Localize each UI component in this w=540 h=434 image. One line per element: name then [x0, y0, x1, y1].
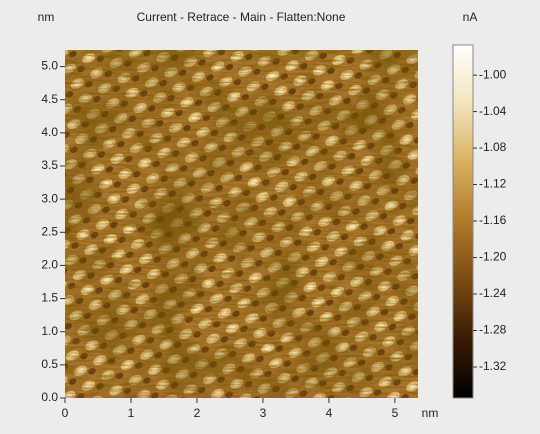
colorbar-tick-label: -1.20	[479, 250, 507, 264]
y-tick-label: 5.0	[41, 59, 58, 73]
x-tick-label: 2	[194, 406, 201, 420]
colorbar-tick-label: -1.08	[479, 140, 507, 154]
colorbar-tick-label: -1.28	[479, 323, 507, 337]
colorbar-tick-label: -1.00	[479, 67, 507, 81]
x-tick-label: 4	[326, 406, 333, 420]
scan-image	[65, 50, 418, 398]
y-tick-label: 4.0	[41, 125, 58, 139]
y-tick-label: 0.0	[41, 390, 58, 404]
colorbar-tick-label: -1.04	[479, 104, 507, 118]
colorbar-tick-label: -1.24	[479, 286, 507, 300]
y-tick-label: 3.0	[41, 191, 58, 205]
x-tick-label: 1	[128, 406, 135, 420]
colorbar-tick-label: -1.32	[479, 359, 507, 373]
y-tick-label: 1.5	[41, 291, 58, 305]
colorbar-tick-label: -1.12	[479, 177, 507, 191]
y-tick-label: 1.0	[41, 324, 58, 338]
x-tick-label: 5	[392, 406, 399, 420]
y-tick-label: 3.5	[41, 158, 58, 172]
x-axis-label: nm	[422, 406, 439, 420]
y-tick-label: 0.5	[41, 357, 58, 371]
x-tick-label: 0	[62, 406, 69, 420]
y-tick-label: 2.5	[41, 224, 58, 238]
y-tick-label: 4.5	[41, 92, 58, 106]
chart-title: Current - Retrace - Main - Flatten:None	[137, 10, 346, 24]
y-axis-label: nm	[38, 10, 55, 24]
colorbar-label: nA	[463, 10, 478, 24]
colorbar-tick-label: -1.16	[479, 213, 507, 227]
x-tick-label: 3	[260, 406, 267, 420]
y-tick-label: 2.0	[41, 258, 58, 272]
colorbar	[452, 44, 474, 399]
